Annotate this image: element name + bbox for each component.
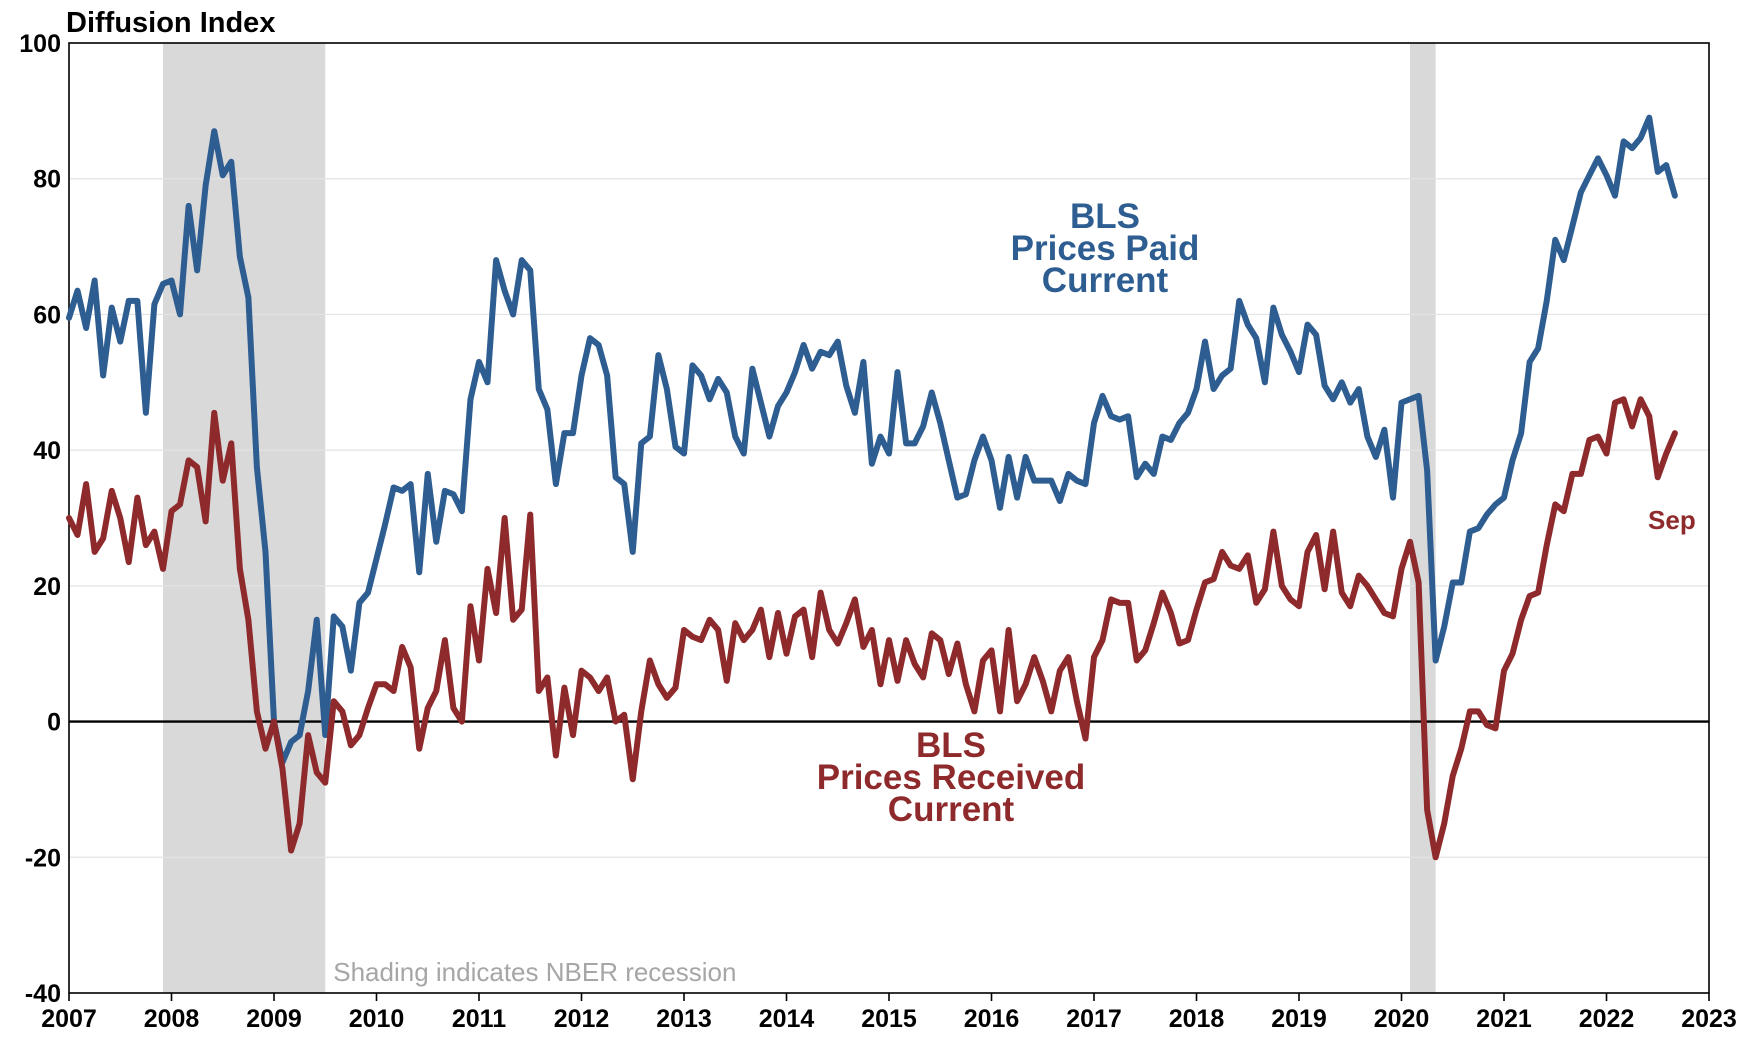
chart-title: Diffusion Index [66, 7, 275, 39]
series-line [66, 396, 1678, 861]
end-label: Sep [1648, 505, 1696, 535]
x-tick-label: 2018 [1169, 1005, 1225, 1033]
recession-shade [162, 43, 326, 993]
y-tick-label: 100 [19, 30, 61, 58]
series-label: BLS Prices Received Current [817, 726, 1086, 829]
x-tick-label: 2014 [759, 1005, 815, 1033]
series-line [66, 114, 1678, 766]
x-tick-label: 2009 [246, 1005, 302, 1033]
x-tick-label: 2007 [41, 1005, 97, 1033]
x-tick-label: 2017 [1066, 1005, 1122, 1033]
x-tick-label: 2016 [964, 1005, 1020, 1033]
x-tick-label: 2020 [1374, 1005, 1430, 1033]
x-tick-label: 2015 [861, 1005, 917, 1033]
y-tick-label: -20 [25, 844, 61, 872]
series-label-line: BLS [1070, 197, 1140, 236]
series-label-line: BLS [916, 726, 986, 765]
recession-note: Shading indicates NBER recession [333, 957, 736, 987]
y-tick-label: 60 [33, 301, 61, 329]
x-tick-label: 2023 [1681, 1005, 1737, 1033]
series-label-line: Prices Paid [1011, 229, 1200, 268]
y-tick-label: 0 [47, 709, 61, 737]
series-label: BLS Prices Paid Current [1011, 197, 1200, 300]
x-tick-label: 2010 [349, 1005, 405, 1033]
series-label-line: Current [1042, 261, 1169, 300]
series-label-line: Current [888, 790, 1015, 829]
y-tick-label: 80 [33, 166, 61, 194]
y-tick-label: 40 [33, 437, 61, 465]
series-label-line: Prices Received [817, 758, 1086, 797]
x-tick-label: 2022 [1579, 1005, 1635, 1033]
y-tick-label: 20 [33, 573, 61, 601]
x-tick-label: 2019 [1271, 1005, 1327, 1033]
x-tick-label: 2021 [1476, 1005, 1532, 1033]
x-tick-label: 2011 [452, 1005, 506, 1033]
x-tick-label: 2008 [144, 1005, 200, 1033]
x-tick-label: 2013 [656, 1005, 712, 1033]
y-tick-label: -40 [25, 980, 61, 1008]
x-tick-label: 2012 [554, 1005, 610, 1033]
